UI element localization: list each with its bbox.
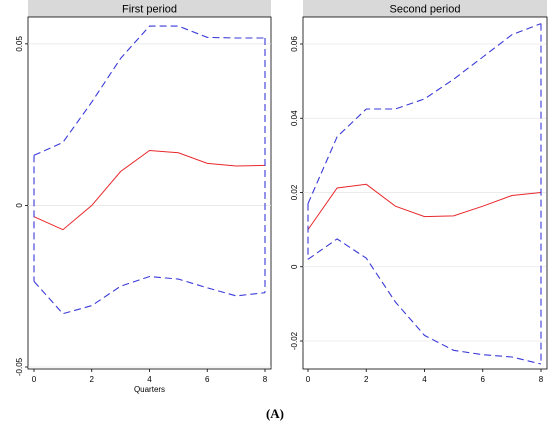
- y-tick-label: -0.05: [15, 357, 24, 376]
- panel-title: Second period: [390, 4, 461, 16]
- lower-confidence-band: [307, 238, 542, 365]
- series-lines: [33, 25, 266, 315]
- x-axis-title: Quarters: [134, 385, 165, 394]
- grid-lines: [303, 43, 546, 342]
- x-tick-label: 4: [147, 375, 152, 384]
- upper-confidence-band: [307, 23, 542, 204]
- y-tick-label: 0.04: [290, 110, 299, 126]
- x-tick-label: 6: [481, 375, 486, 384]
- plot-area: [27, 16, 272, 370]
- figure-caption: (A): [265, 406, 285, 421]
- lower-confidence-band: [33, 275, 266, 315]
- panel-first-period: First period -0.05 0 0.05 0 2 4 6 8 Quarters: [15, 0, 272, 394]
- x-tick-label: 0: [32, 375, 37, 384]
- x-tick-label: 6: [205, 375, 210, 384]
- x-axis-ticks: 0 2 4 6 8: [306, 369, 544, 384]
- panel-strip: [28, 0, 271, 17]
- panel-strip: [303, 0, 547, 17]
- x-tick-label: 2: [364, 375, 369, 384]
- y-tick-label: 0: [15, 203, 24, 208]
- upper-confidence-band: [33, 25, 265, 156]
- x-tick-label: 4: [422, 375, 427, 384]
- y-axis-ticks: -0.05 0 0.05: [15, 36, 28, 376]
- impulse-response-line: [307, 183, 542, 230]
- y-tick-label: 0: [290, 264, 299, 269]
- y-tick-label: 0.05: [15, 36, 24, 52]
- panel-second-period: Second period -0.02 0 0.02 0.04 0.06 0 2 4 6 8: [290, 0, 548, 384]
- x-tick-label: 8: [263, 375, 268, 384]
- grid-lines: [28, 43, 271, 368]
- x-tick-label: 8: [539, 375, 544, 384]
- x-tick-label: 2: [90, 375, 95, 384]
- y-tick-label: 0.06: [290, 36, 299, 52]
- y-tick-label: 0.02: [290, 184, 299, 200]
- x-tick-label: 0: [306, 375, 311, 384]
- impulse-response-line: [33, 149, 266, 231]
- y-tick-label: -0.02: [290, 331, 299, 350]
- series-lines: [307, 23, 542, 365]
- plot-area: [302, 16, 548, 370]
- panel-title: First period: [122, 4, 177, 16]
- y-axis-ticks: -0.02 0 0.02 0.04 0.06: [290, 36, 303, 350]
- x-axis-ticks: 0 2 4 6 8: [32, 369, 268, 384]
